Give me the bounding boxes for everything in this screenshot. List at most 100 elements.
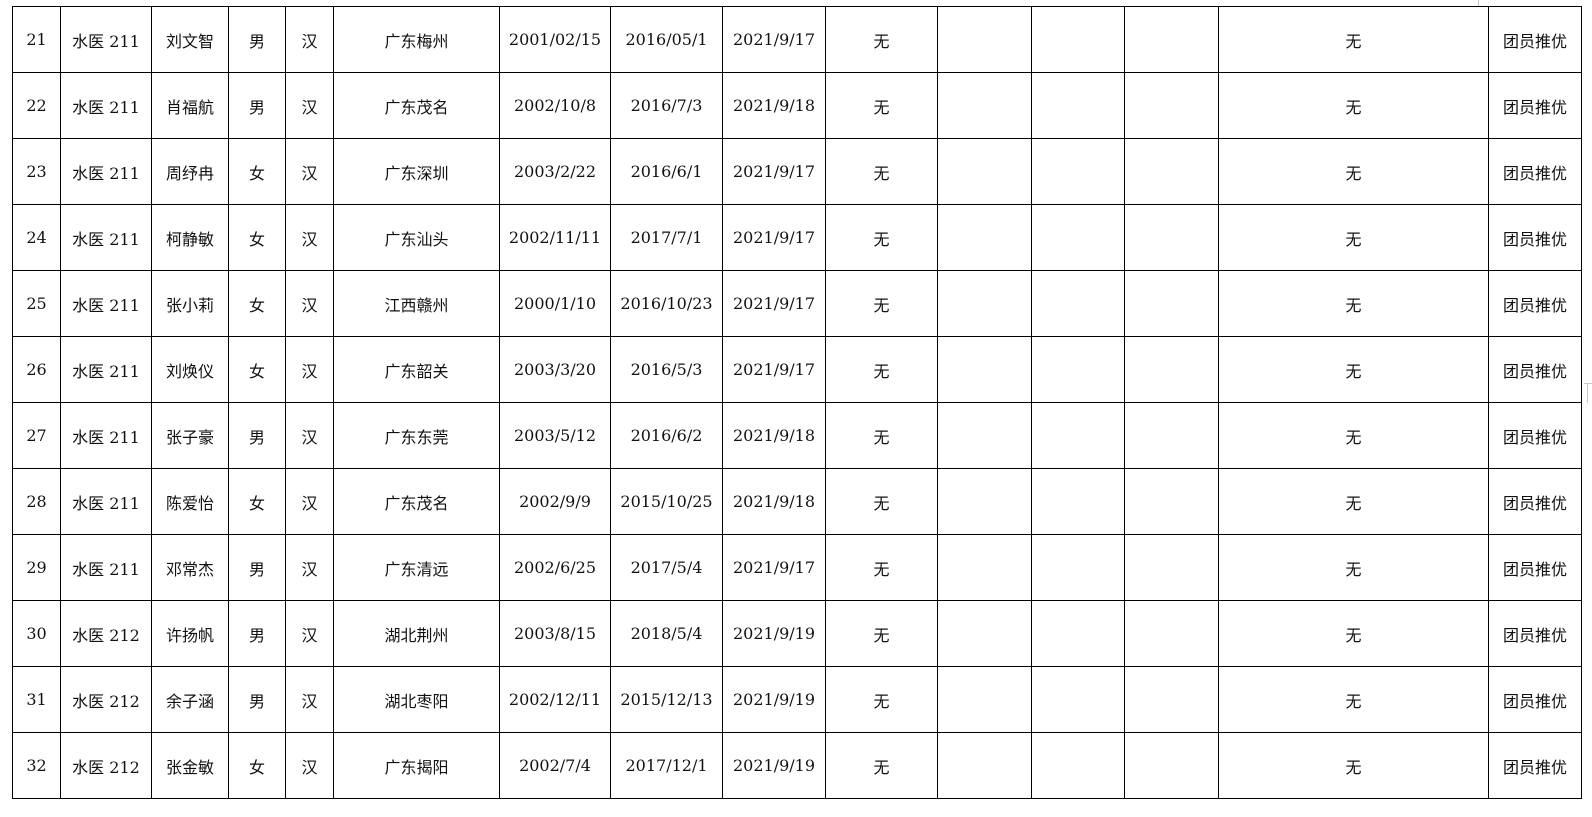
cell-cell-11 — [937, 6, 1032, 73]
cell-application-date: 2021/9/17 — [722, 270, 826, 337]
cell-cell-12 — [1031, 468, 1125, 535]
cell-application-date: 2021/9/17 — [722, 204, 826, 271]
cell-name: 陈爱怡 — [151, 468, 229, 535]
cell-cell-12 — [1031, 72, 1125, 139]
table-row: 28 水医 211 陈爱怡女汉广东茂名 2002/9/9 2015/10/25 2021/… — [12, 468, 1582, 535]
cell-origin: 江西赣州 — [333, 270, 500, 337]
cell-league-date: 2017/12/1 — [610, 732, 723, 799]
table-row: 22 水医 211 肖福航男汉广东茂名 2002/10/8 2016/7/3 2021/9… — [12, 72, 1582, 139]
cell-recommendation: 团员推优 — [1488, 336, 1582, 403]
table-row: 27 水医 211 张子豪男汉广东东莞 2003/5/12 2016/6/2 2021/9… — [12, 402, 1582, 469]
cell-class: 水医 211 — [60, 72, 152, 139]
cell-cell-12 — [1031, 138, 1125, 205]
cell-cell-10: 无 — [825, 534, 938, 601]
cell-cell-11 — [937, 666, 1032, 733]
cell-cell-13 — [1124, 138, 1219, 205]
cell-cell-13 — [1124, 468, 1219, 535]
cell-name: 柯静敏 — [151, 204, 229, 271]
table-row: 25 水医 211 张小莉女汉江西赣州 2000/1/10 2016/10/23 2021… — [12, 270, 1582, 337]
cell-cell-12 — [1031, 666, 1125, 733]
cell-league-date: 2016/6/2 — [610, 402, 723, 469]
cell-cell-11 — [937, 732, 1032, 799]
cell-index: 23 — [12, 138, 61, 205]
cell-cell-11 — [937, 534, 1032, 601]
cell-ethnicity: 汉 — [285, 204, 334, 271]
cell-cell-11 — [937, 402, 1032, 469]
cell-recommendation: 团员推优 — [1488, 534, 1582, 601]
cell-cell-14: 无 — [1218, 468, 1489, 535]
cell-cell-13 — [1124, 534, 1219, 601]
cell-origin: 广东清远 — [333, 534, 500, 601]
cell-ethnicity: 汉 — [285, 468, 334, 535]
cell-cell-13 — [1124, 270, 1219, 337]
cell-application-date: 2021/9/17 — [722, 534, 826, 601]
cell-origin: 广东揭阳 — [333, 732, 500, 799]
cell-ethnicity: 汉 — [285, 534, 334, 601]
cell-gender: 男 — [228, 600, 286, 667]
cell-origin: 广东东莞 — [333, 402, 500, 469]
cell-league-date: 2016/10/23 — [610, 270, 723, 337]
cell-cell-12 — [1031, 402, 1125, 469]
cell-application-date: 2021/9/18 — [722, 468, 826, 535]
cell-cell-12 — [1031, 534, 1125, 601]
cell-cell-10: 无 — [825, 732, 938, 799]
cell-cell-14: 无 — [1218, 138, 1489, 205]
cell-cell-10: 无 — [825, 204, 938, 271]
cell-league-date: 2016/6/1 — [610, 138, 723, 205]
cell-application-date: 2021/9/19 — [722, 732, 826, 799]
cell-cell-13 — [1124, 204, 1219, 271]
cell-application-date: 2021/9/18 — [722, 72, 826, 139]
cell-cell-11 — [937, 468, 1032, 535]
table-row: 24 水医 211 柯静敏女汉广东汕头 2002/11/11 2017/7/1 2021/… — [12, 204, 1582, 271]
cell-application-date: 2021/9/18 — [722, 402, 826, 469]
cell-index: 22 — [12, 72, 61, 139]
cell-ethnicity: 汉 — [285, 732, 334, 799]
cell-gender: 男 — [228, 72, 286, 139]
cell-cell-13 — [1124, 666, 1219, 733]
cell-ethnicity: 汉 — [285, 666, 334, 733]
cell-birth-date: 2003/3/20 — [499, 336, 611, 403]
cell-name: 张子豪 — [151, 402, 229, 469]
cell-index: 27 — [12, 402, 61, 469]
cell-cell-13 — [1124, 336, 1219, 403]
cell-gender: 女 — [228, 468, 286, 535]
cell-index: 31 — [12, 666, 61, 733]
cell-cell-10: 无 — [825, 336, 938, 403]
cell-origin: 湖北枣阳 — [333, 666, 500, 733]
cell-cell-13 — [1124, 402, 1219, 469]
cell-cell-11 — [937, 138, 1032, 205]
cell-ethnicity: 汉 — [285, 402, 334, 469]
cell-name: 周纾冉 — [151, 138, 229, 205]
cell-origin: 广东茂名 — [333, 468, 500, 535]
table-body: 21 水医 211 刘文智男汉广东梅州 2001/02/15 2016/05/1 2021… — [12, 6, 1582, 799]
cell-cell-11 — [937, 270, 1032, 337]
cell-recommendation: 团员推优 — [1488, 666, 1582, 733]
cell-cell-14: 无 — [1218, 666, 1489, 733]
cell-recommendation: 团员推优 — [1488, 72, 1582, 139]
cell-gender: 女 — [228, 204, 286, 271]
cell-class: 水医 212 — [60, 732, 152, 799]
cell-class: 水医 211 — [60, 402, 152, 469]
cell-class: 水医 211 — [60, 6, 152, 73]
table-row: 21 水医 211 刘文智男汉广东梅州 2001/02/15 2016/05/1 2021… — [12, 6, 1582, 73]
cell-recommendation: 团员推优 — [1488, 138, 1582, 205]
cell-recommendation: 团员推优 — [1488, 6, 1582, 73]
cell-origin: 广东韶关 — [333, 336, 500, 403]
cell-gender: 女 — [228, 732, 286, 799]
cell-origin: 广东茂名 — [333, 72, 500, 139]
cell-class: 水医 211 — [60, 534, 152, 601]
cell-birth-date: 2002/10/8 — [499, 72, 611, 139]
cell-recommendation: 团员推优 — [1488, 732, 1582, 799]
cell-name: 余子涵 — [151, 666, 229, 733]
student-table: 21 水医 211 刘文智男汉广东梅州 2001/02/15 2016/05/1 2021… — [12, 6, 1582, 799]
cell-gender: 男 — [228, 666, 286, 733]
table-row: 26 水医 211 刘焕仪女汉广东韶关 2003/3/20 2016/5/3 2021/9… — [12, 336, 1582, 403]
cell-origin: 广东汕头 — [333, 204, 500, 271]
cell-cell-10: 无 — [825, 402, 938, 469]
cell-gender: 女 — [228, 138, 286, 205]
cell-cell-12 — [1031, 336, 1125, 403]
table-row: 30 水医 212 许扬帆男汉湖北荆州 2003/8/15 2018/5/4 2021/9… — [12, 600, 1582, 667]
cell-birth-date: 2002/7/4 — [499, 732, 611, 799]
cell-origin: 广东梅州 — [333, 6, 500, 73]
cell-cell-14: 无 — [1218, 534, 1489, 601]
